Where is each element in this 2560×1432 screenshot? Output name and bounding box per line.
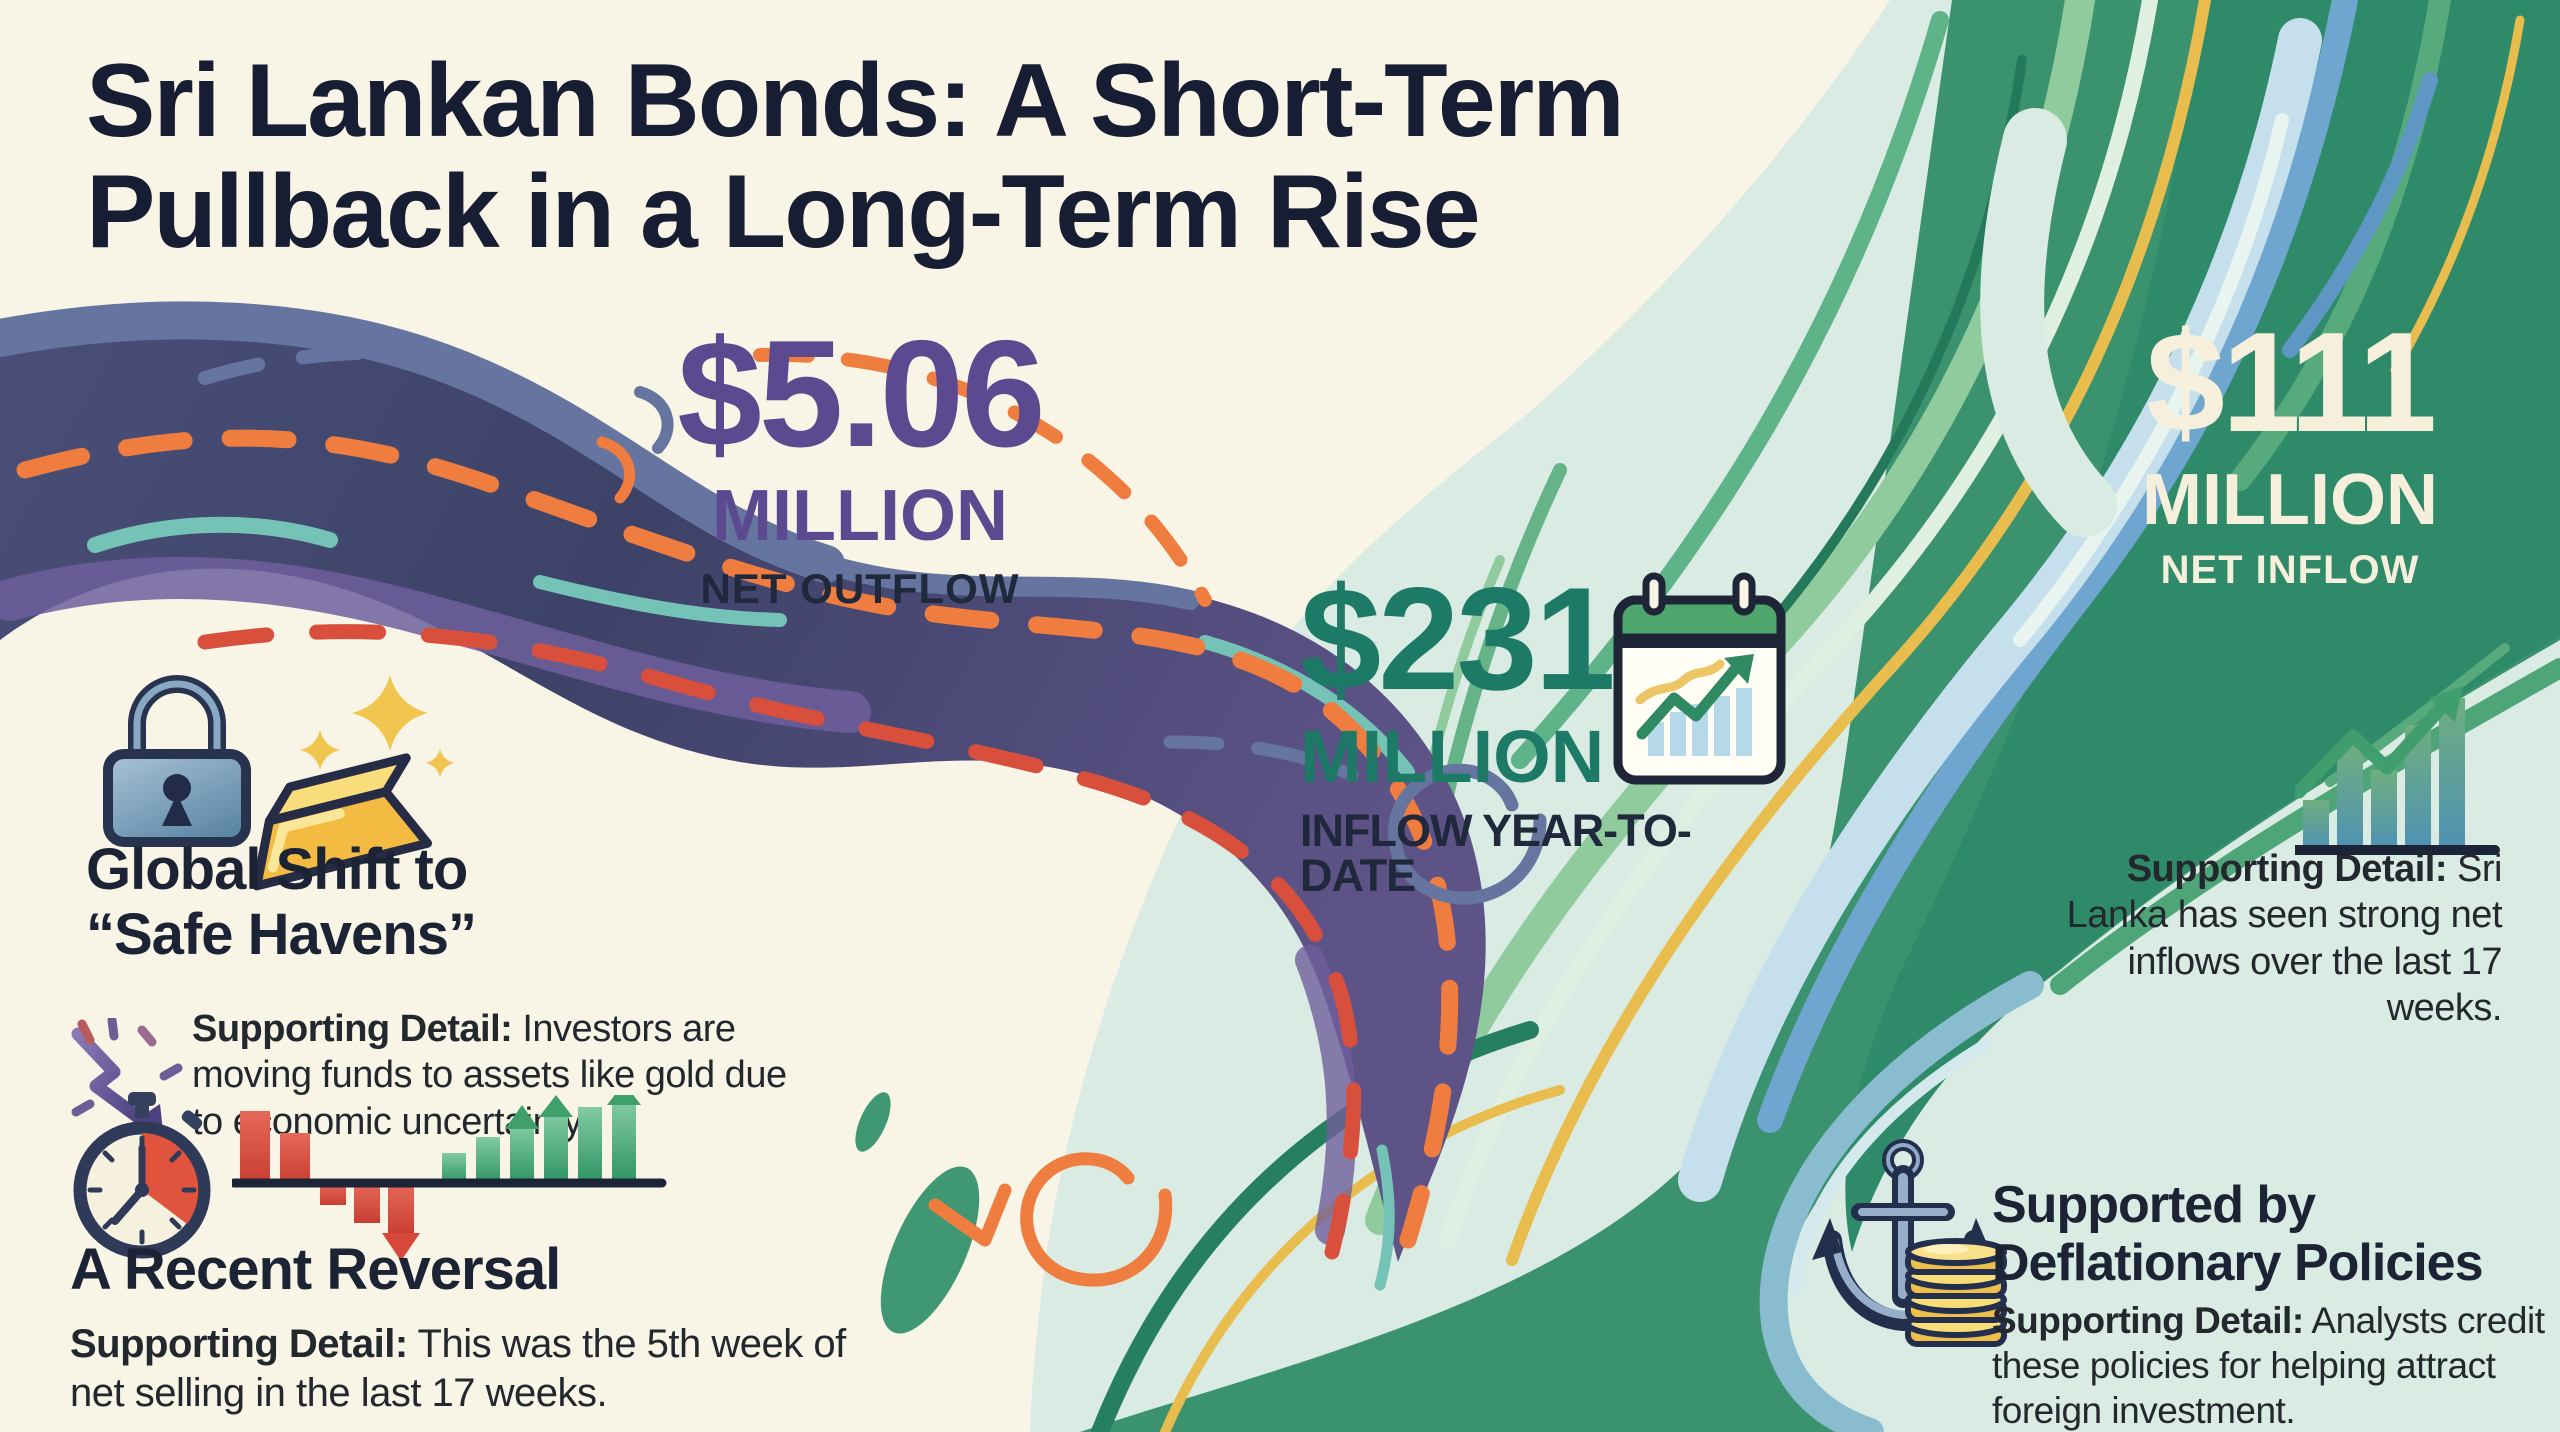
detail-recent-reversal-label: Supporting Detail: (70, 1322, 408, 1366)
detail-deflationary: Supporting Detail: Analysts credit these… (1992, 1298, 2560, 1432)
detail-strong-inflows-text: Sri Lanka has seen strong net inflows ov… (2066, 848, 2503, 1030)
purple-wave-decoration (0, 301, 1547, 1291)
detail-strong-inflows: Supporting Detail: Sri Lanka has seen st… (2066, 846, 2503, 1031)
detail-recent-reversal-text: This was the 5th week of net selling in … (70, 1322, 846, 1415)
detail-deflationary-label: Supporting Detail: (1992, 1300, 2304, 1341)
section-heading-recent-reversal: A Recent Reversal (70, 1237, 561, 1302)
stat-inflow-ytd-unit: MILLION (1300, 715, 1605, 798)
safe-havens-heading-line2: “Safe Havens” (86, 901, 477, 967)
detail-safe-havens-label: Supporting Detail: (192, 1008, 513, 1050)
stat-net-inflow-unit: MILLION (2142, 460, 2438, 540)
reversal-bar-chart-icon (232, 1095, 667, 1261)
detail-deflationary-text: Analysts credit these policies for helpi… (1992, 1300, 2545, 1432)
section-heading-deflationary: Supported by Deflationary Policies (1992, 1176, 2484, 1293)
safe-havens-heading-line1: Global Shift to (86, 837, 468, 902)
stat-net-inflow: $111 MILLION NET INFLOW (2040, 303, 2540, 592)
stat-net-outflow: $5.06 MILLION NET OUTFLOW (610, 318, 1110, 610)
gold-bar-icon (252, 753, 433, 891)
detail-strong-inflows-label: Supporting Detail: (2126, 848, 2448, 890)
stat-inflow-ytd-value: $231 (1300, 557, 1616, 720)
title-line-2: Pullback in a Long-Term Rise (86, 154, 1481, 271)
deflationary-heading-line2: Deflationary Policies (1992, 1234, 2484, 1293)
stat-inflow-ytd-label: INFLOW YEAR-TO-DATE (1300, 805, 1692, 901)
sparkles-icon (300, 675, 454, 777)
stat-net-inflow-value: $111 (2145, 303, 2437, 462)
stat-net-inflow-label: NET INFLOW (2160, 548, 2420, 592)
title-line-1: Sri Lankan Bonds: A Short-Term (86, 43, 1625, 159)
page-title: Sri Lankan Bonds: A Short-Term Pullback … (86, 43, 1806, 271)
padlock-icon (103, 675, 251, 847)
stat-net-outflow-unit: MILLION (712, 476, 1008, 556)
coins-icon (1905, 1238, 2007, 1347)
deflationary-heading-line1: Supported by (1992, 1176, 2316, 1234)
stat-net-outflow-label: NET OUTFLOW (700, 565, 1020, 612)
growth-bar-chart-icon (2295, 686, 2500, 855)
stat-inflow-ytd: $231 MILLION INFLOW YEAR-TO-DATE (1300, 557, 1780, 901)
section-heading-safe-havens: Global Shift to “Safe Havens” (86, 837, 477, 968)
green-wave-decoration (855, 0, 2560, 1432)
stat-net-outflow-value: $5.06 (677, 309, 1045, 479)
decline-arrow-icon (71, 1018, 183, 1140)
detail-recent-reversal: Supporting Detail: This was the 5th week… (70, 1320, 890, 1418)
calendar-chart-icon (1613, 572, 1786, 785)
stopwatch-icon (73, 1092, 211, 1259)
